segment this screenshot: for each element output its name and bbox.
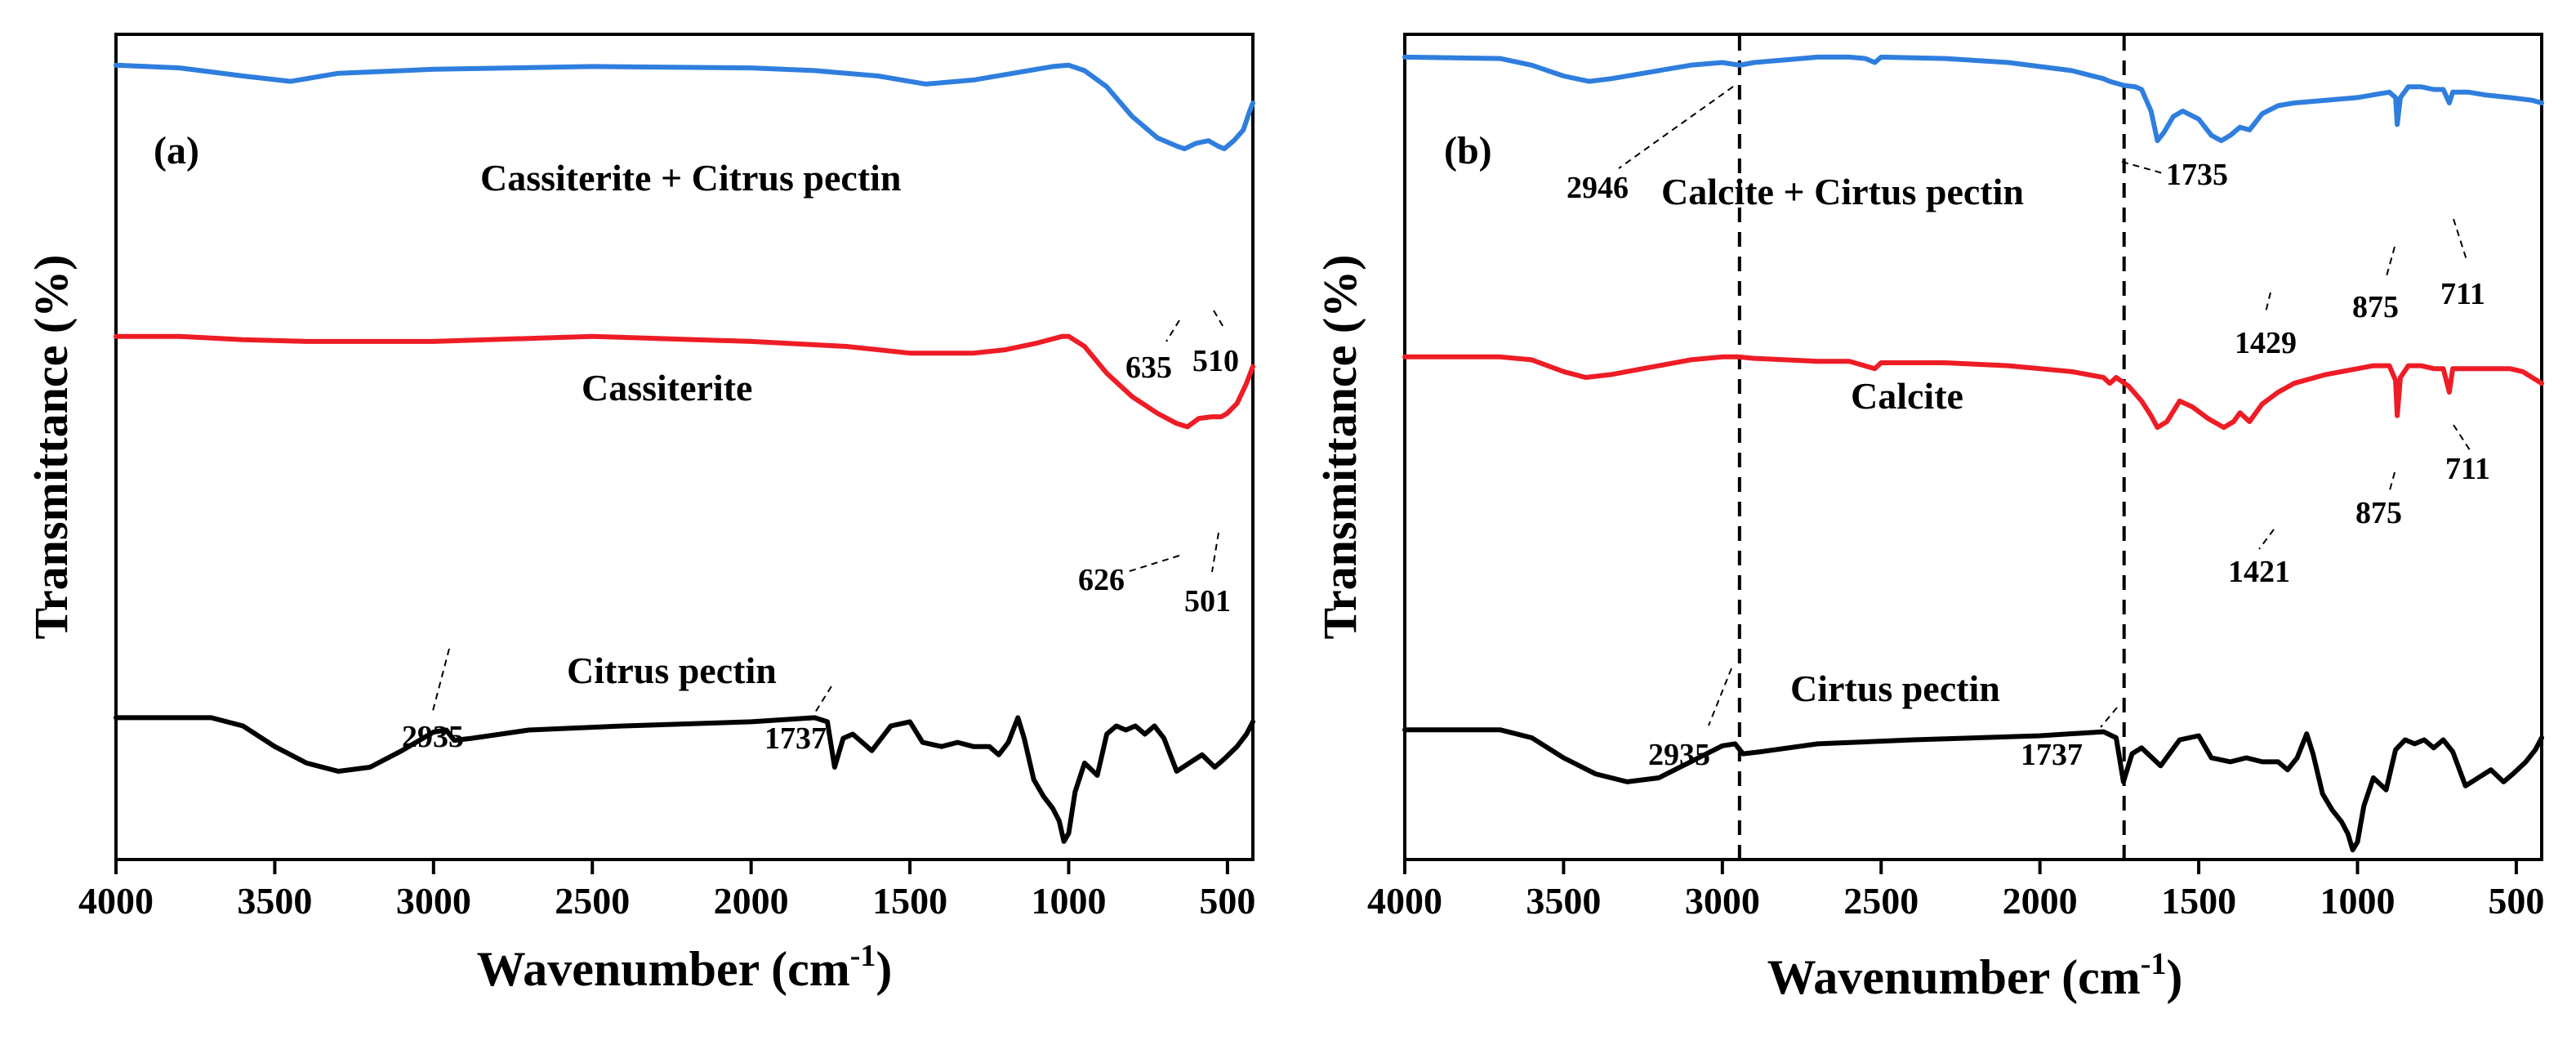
panel-a-leader-1737 (814, 686, 832, 713)
panel-a-peak-label-2935: 2935 (402, 720, 464, 754)
panel-a-peak-501: 501 (1184, 532, 1231, 619)
panel-b-x-axis-label: Wavenumber (cm-1) (1767, 947, 2183, 1004)
panel-a-curve-label-blue: Cassiterite + Citrus pectin (480, 157, 902, 199)
x-tick-label: 3000 (396, 880, 471, 922)
panel-b-curve-label-blue: Calcite + Cirtus pectin (1661, 171, 2024, 212)
panel-b-peak-label-1421: 1421 (2228, 555, 2290, 589)
series-line-red (1402, 354, 2544, 431)
panel-b-leader-875-blue (2386, 246, 2396, 277)
series-line-black (1402, 727, 2544, 853)
panel-b-guide-lines (1737, 36, 2126, 858)
panel-b-peak-label-1737: 1737 (2021, 738, 2083, 772)
x-tick-label: 2000 (714, 880, 789, 922)
panel-b-leader-2946 (1618, 86, 1734, 169)
panel-a-leader-510 (1213, 310, 1226, 331)
x-tick-label: 1000 (2320, 880, 2395, 922)
panel-a-peak-label-1737: 1737 (764, 721, 827, 756)
panel-a-peak-510: 510 (1192, 310, 1239, 378)
panel-b-leader-2935 (1708, 668, 1732, 726)
x-tick-label: 2000 (2003, 880, 2078, 922)
panel-b-leader-1735 (2121, 161, 2164, 174)
panel-a-peak-626: 626 (1078, 555, 1180, 597)
x-tick-label: 4000 (1367, 880, 1442, 922)
panel-a-leader-501 (1211, 532, 1219, 573)
series-line-blue (1402, 54, 2544, 144)
panel-b-leader-711-blue (2453, 218, 2467, 261)
panel-b-curves (1402, 54, 2544, 853)
x-tick-label: 4000 (78, 880, 154, 922)
panel-b-curve-label-black: Cirtus pectin (1790, 668, 2000, 709)
x-tick-label: 1000 (1031, 880, 1106, 922)
panel-a-tag: (a) (154, 129, 199, 172)
x-tick-label: 1500 (872, 880, 947, 922)
x-tick-label: 3000 (1685, 880, 1760, 922)
panel-b-leader-1421 (2258, 529, 2275, 550)
panel-a-frame (114, 33, 1255, 861)
panel-a-x-ticks: 4000 3500 3000 2500 2000 1500 1000 500 (78, 860, 1255, 922)
panel-a-leader-626 (1126, 555, 1180, 573)
panel-a-leader-2935 (432, 648, 450, 712)
panel-b-peak-875-blue: 875 (2352, 246, 2399, 324)
panel-b-peak-1737: 1737 (2021, 707, 2118, 772)
series-line-blue (114, 62, 1255, 152)
panel-b-frame (1403, 33, 2543, 861)
panel-b-peak-1429: 1429 (2235, 292, 2297, 360)
panel-b-peak-711-blue: 711 (2440, 218, 2485, 311)
x-tick-label: 3500 (237, 880, 312, 922)
panel-a-y-axis-label: Transmittance (%) (25, 255, 78, 640)
panel-a-curve-label-red: Cassiterite (582, 367, 752, 409)
panel-a-peak-label-635: 635 (1125, 351, 1172, 385)
panel-b-leader-711-red (2453, 424, 2472, 453)
series-line-red (114, 333, 1255, 430)
panel-a-curves (114, 62, 1255, 844)
panel-b-peak-2935: 2935 (1648, 668, 1732, 772)
panel-b-peak-label-2946: 2946 (1567, 171, 1629, 205)
panel-b-peak-label-875-blue: 875 (2352, 290, 2399, 324)
panel-a-peak-label-501: 501 (1184, 584, 1231, 619)
x-tick-label: 2500 (1843, 880, 1919, 922)
panel-b: 4000 3500 3000 2500 2000 1500 1000 500 (b) Calc… (1313, 33, 2544, 1004)
panel-a-leader-635 (1165, 319, 1180, 342)
panel-b-tag: (b) (1444, 129, 1492, 172)
panel-a: 4000 3500 3000 2500 2000 1500 1000 500 (a) Cass… (25, 33, 1255, 996)
x-tick-label: 500 (1199, 880, 1255, 922)
panel-b-curve-label-red: Calcite (1851, 375, 1963, 417)
x-tick-label: 1500 (2161, 880, 2236, 922)
panel-a-curve-label-black: Citrus pectin (567, 650, 777, 691)
x-tick-label: 500 (2488, 880, 2544, 922)
panel-b-peak-label-1735: 1735 (2166, 158, 2228, 192)
x-tick-label: 2500 (555, 880, 630, 922)
panel-a-peak-label-626: 626 (1078, 563, 1125, 597)
panel-b-leader-1429 (2265, 292, 2271, 313)
panel-a-peak-label-510: 510 (1192, 344, 1239, 378)
panel-b-peak-label-1429: 1429 (2235, 326, 2297, 360)
panel-b-leader-1737 (2100, 707, 2118, 728)
x-tick-label: 3500 (1526, 880, 1601, 922)
panel-b-x-ticks: 4000 3500 3000 2500 2000 1500 1000 500 (1367, 860, 2544, 922)
panel-b-peak-label-875-red: 875 (2355, 496, 2402, 530)
series-line-black (114, 715, 1255, 844)
panel-a-peak-1737: 1737 (764, 686, 832, 756)
panel-b-peak-label-2935: 2935 (1648, 738, 1710, 772)
panel-b-y-axis-label: Transmittance (%) (1313, 255, 1366, 640)
panel-b-peak-label-711-blue: 711 (2440, 277, 2485, 311)
panel-a-x-axis-label: Wavenumber (cm-1) (477, 939, 893, 996)
panel-b-peak-875-red: 875 (2355, 471, 2402, 530)
panel-a-peak-2935: 2935 (402, 648, 464, 754)
panel-b-peak-label-711-red: 711 (2445, 452, 2490, 486)
panel-b-peak-1421: 1421 (2228, 529, 2290, 589)
panel-b-peak-711-red: 711 (2445, 424, 2490, 486)
panel-b-peak-2946: 2946 (1567, 86, 1734, 205)
panel-b-leader-875-red (2389, 471, 2396, 491)
panel-a-peak-635: 635 (1125, 319, 1180, 385)
panel-b-peak-1735: 1735 (2121, 158, 2228, 192)
